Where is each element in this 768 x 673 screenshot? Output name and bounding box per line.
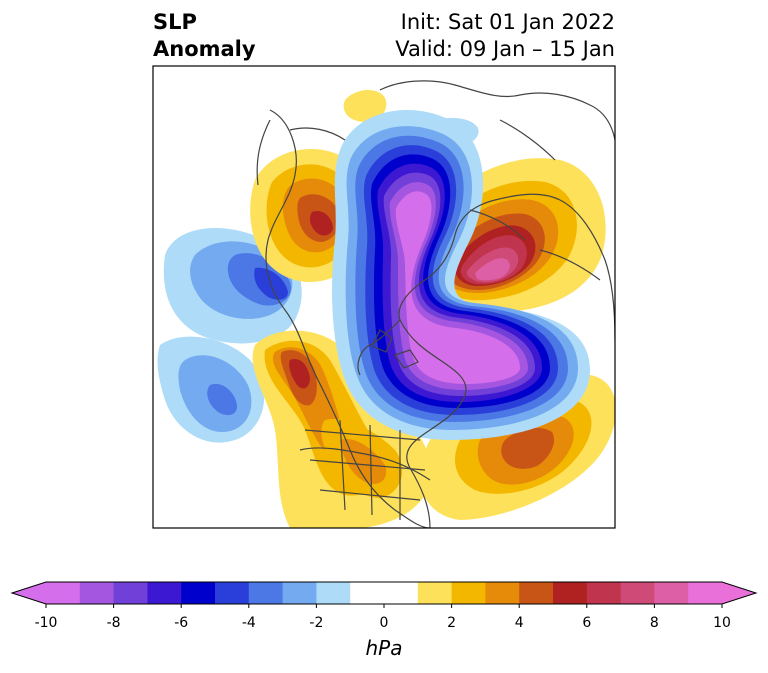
colorbar-tick-label: -2 xyxy=(309,615,324,631)
colorbar-tick-label: 8 xyxy=(649,615,659,631)
title-variable: SLP xyxy=(153,10,197,34)
north-america-high-anomaly xyxy=(252,330,432,528)
title-left: SLP Anomaly xyxy=(153,9,256,63)
colorbar-tick-label: 10 xyxy=(713,615,731,631)
colorbar-cell xyxy=(113,582,148,604)
title-valid-range: Valid: 09 Jan – 15 Jan xyxy=(395,37,615,61)
colorbar-extend-max xyxy=(722,582,756,604)
anomaly-field xyxy=(157,80,615,528)
colorbar-cell xyxy=(485,582,520,604)
colorbar-tick-label: 2 xyxy=(447,615,457,631)
colorbar-cell xyxy=(384,582,419,604)
polar-low-anomaly xyxy=(332,110,590,440)
colorbar-cell xyxy=(316,582,351,604)
colorbar-tick-label: 0 xyxy=(379,615,389,631)
colorbar-tick-label: 4 xyxy=(514,615,524,631)
colorbar-cell xyxy=(519,582,554,604)
colorbar-cell xyxy=(46,582,81,604)
title-type: Anomaly xyxy=(153,37,256,61)
title-right: Init: Sat 01 Jan 2022 Valid: 09 Jan – 15… xyxy=(395,9,615,63)
colorbar-cell xyxy=(79,582,115,604)
colorbar-cell xyxy=(350,582,385,604)
anomaly-map xyxy=(152,65,616,529)
colorbar-cell xyxy=(553,582,588,604)
colorbar-tick-label: 6 xyxy=(582,615,592,631)
colorbar-tick-label: -8 xyxy=(106,615,121,631)
colorbar-cell xyxy=(181,582,216,604)
colorbar-ticks xyxy=(45,604,723,608)
colorbar-unit: hPa xyxy=(365,636,403,660)
colorbar-cell xyxy=(688,582,723,604)
map-frame xyxy=(152,65,616,529)
colorbar-cell xyxy=(417,582,453,604)
colorbar-cells xyxy=(10,581,758,605)
colorbar-cell xyxy=(282,582,317,604)
colorbar-cell xyxy=(654,582,689,604)
colorbar-tick-label: -4 xyxy=(241,615,256,631)
colorbar-cell xyxy=(451,582,486,604)
colorbar-cell xyxy=(147,582,182,604)
colorbar-tick-label: -6 xyxy=(174,615,189,631)
coastlines xyxy=(256,80,615,528)
title-init-date: Init: Sat 01 Jan 2022 xyxy=(400,10,615,34)
colorbar-cell xyxy=(215,582,250,604)
colorbar-cell xyxy=(620,582,655,604)
colorbar-cell xyxy=(248,582,284,604)
colorbar xyxy=(10,581,758,608)
colorbar-extend-min xyxy=(12,582,46,604)
colorbar-tick-label: -10 xyxy=(34,615,58,631)
colorbar-cell xyxy=(586,582,622,604)
